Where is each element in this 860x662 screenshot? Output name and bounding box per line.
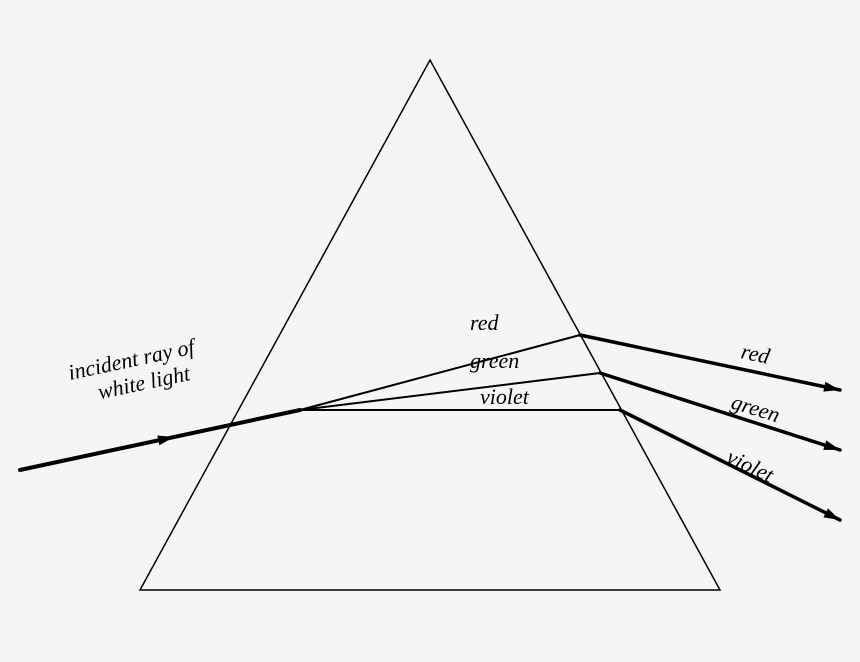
exit-ray-green: green (600, 373, 840, 450)
exit-ray-violet: violet (620, 410, 840, 520)
prism-triangle (140, 60, 720, 590)
exit-ray-red: red (580, 335, 840, 392)
prism-diagram: incident ray ofwhite lightredgreenviolet… (20, 60, 840, 590)
internal-red-label-svg: red (470, 310, 500, 335)
exit-red-label-svg: red (739, 338, 773, 369)
exit-violet-label-svg: violet (723, 444, 779, 488)
internal-ray-red: red (300, 310, 580, 410)
incident-ray: incident ray ofwhite light (20, 333, 300, 470)
incident-label: incident ray ofwhite light (66, 333, 205, 409)
internal-green-label-svg: green (470, 348, 519, 373)
internal-violet-label-svg: violet (480, 384, 530, 409)
internal-ray-green: green (300, 348, 600, 410)
